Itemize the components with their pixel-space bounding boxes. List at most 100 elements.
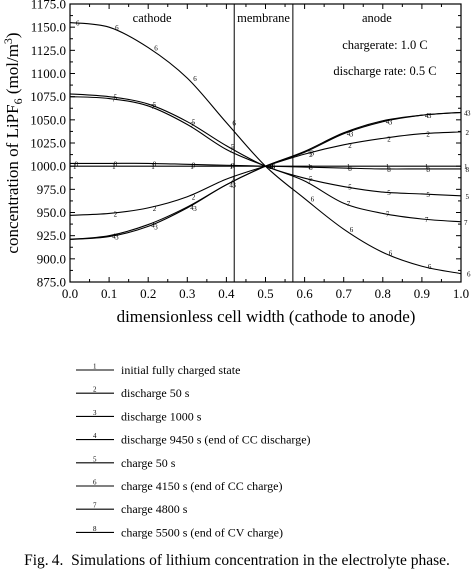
legend-marker: 6 [93, 479, 97, 487]
caption-prefix: Fig. [24, 552, 49, 569]
legend-item-7: 7 charge 4800 s [76, 502, 188, 516]
series-point-8: 8 [231, 162, 235, 170]
series-point-1: 1 [229, 163, 233, 171]
series-point-1: 1 [151, 163, 155, 171]
labels-layer: cathode membrane anode chargerate: 1.0 C dis… [133, 11, 437, 78]
series-point-4: 4 [386, 118, 390, 126]
series-point-4: 4 [347, 130, 351, 138]
legend-label: charge 5500 s (end of CV charge) [121, 525, 283, 539]
series-line-2 [69, 131, 462, 216]
series-point-2: 2 [466, 129, 470, 137]
y-axis-label-superscript: 3 [1, 38, 15, 44]
series-line-7 [69, 96, 462, 223]
y-tick-label: 900.0 [37, 251, 66, 266]
legend: 1 initial fully charged state 2 discharge 5… [76, 363, 311, 539]
series-point-6: 6 [350, 226, 354, 234]
y-axis-label-main: concentration of LiPF [3, 104, 22, 253]
series-point-2: 2 [387, 135, 391, 143]
series-point-4: 4 [269, 163, 273, 171]
series-point-6: 6 [115, 24, 119, 32]
series-point-2: 2 [270, 163, 274, 171]
series-point-7: 7 [425, 216, 429, 224]
series-7: 7 7 7 7 7 7 7 7 7 7 [69, 96, 468, 227]
series-point-7: 7 [190, 121, 194, 129]
series-line-3 [69, 111, 462, 240]
series-point-1: 1 [347, 163, 351, 171]
series-point-8: 8 [75, 160, 79, 168]
legend-label: charge 4150 s (end of CC charge) [121, 479, 283, 493]
legend-item-6: 6 charge 4150 s (end of CC charge) [76, 479, 283, 493]
region-label-anode: anode [362, 11, 392, 25]
x-tick-label: 1.0 [453, 286, 469, 301]
series-point-8: 8 [348, 165, 352, 173]
y-tick-label: 975.0 [37, 182, 66, 197]
series-point-7: 7 [112, 96, 116, 104]
y-tick-label: 925.0 [37, 228, 66, 243]
x-tick-label: 0.6 [296, 286, 313, 301]
x-tick-label: 0.8 [375, 286, 391, 301]
x-tick-label: 0.7 [336, 286, 353, 301]
y-tick-label: 1050.0 [30, 112, 66, 127]
y-tick-label: 1150.0 [31, 20, 66, 35]
series-point-7: 7 [386, 210, 390, 218]
legend-marker: 1 [93, 363, 97, 371]
series-2: 2 2 2 2 2 2 2 2 2 2 [69, 129, 470, 218]
series-point-5: 5 [309, 175, 313, 183]
legend-marker: 3 [93, 409, 97, 417]
series-point-7: 7 [464, 219, 468, 227]
series-point-4: 4 [308, 148, 312, 156]
series-point-8: 8 [192, 161, 196, 169]
legend-label: discharge 9450 s (end of CC discharge) [121, 433, 311, 447]
caption-text: Simulations of lithium concentration in … [71, 552, 450, 569]
legend-marker: 2 [93, 386, 97, 394]
series-point-1: 1 [464, 163, 468, 171]
series-5: 5 5 5 5 5 5 5 5 5 5 [69, 93, 470, 201]
series-point-6: 6 [76, 20, 80, 28]
series-point-6: 6 [311, 196, 315, 204]
region-label-membrane: membrane [237, 11, 290, 25]
series-point-4: 4 [425, 112, 429, 120]
series-point-3: 3 [467, 109, 471, 117]
legend-marker: 7 [93, 502, 97, 510]
y-tick-label: 950.0 [37, 205, 66, 220]
series-point-1: 1 [269, 163, 273, 171]
y-tick-label: 1025.0 [30, 136, 66, 151]
series-point-6: 6 [193, 75, 197, 83]
figure-caption: Fig. 4. Simulations of lithium concentra… [0, 552, 474, 570]
series-point-5: 5 [192, 119, 196, 127]
series-point-3: 3 [154, 223, 158, 231]
x-tick-label: 0.0 [62, 286, 78, 301]
series-point-3: 3 [389, 119, 393, 127]
series-point-6: 6 [232, 120, 236, 128]
series-point-2: 2 [153, 205, 157, 213]
y-axis-label-close: ) [3, 32, 22, 38]
series-point-8: 8 [270, 163, 274, 171]
legend-label: charge 50 s [121, 456, 176, 470]
series-point-5: 5 [231, 143, 235, 151]
series-point-1: 1 [190, 163, 194, 171]
series-point-6: 6 [389, 249, 393, 257]
y-tick-label: 1175.0 [31, 0, 66, 12]
series-point-3: 3 [350, 131, 354, 139]
series-point-5: 5 [153, 101, 157, 109]
legend-item-4: 4 discharge 9450 s (end of CC discharge) [76, 432, 311, 447]
series-point-7: 7 [308, 178, 312, 186]
legend-item-8: 8 charge 5500 s (end of CV charge) [76, 525, 283, 539]
legend-label: charge 4800 s [121, 502, 188, 516]
series-point-6: 6 [154, 45, 158, 53]
x-tick-label: 0.5 [257, 286, 273, 301]
y-axis-label-subscript: 6 [11, 98, 25, 104]
series-8: 8 8 8 8 8 8 8 8 8 8 8 [70, 160, 470, 174]
series-point-3: 3 [232, 182, 236, 190]
x-tick-label: 0.4 [218, 286, 235, 301]
series-line-4 [69, 111, 462, 240]
series-point-2: 2 [348, 142, 352, 150]
series-point-4: 4 [112, 233, 116, 241]
axis-ticks: 875.0 900.0 925.0 950.0 975.0 1000.0 1025.0 105… [30, 0, 469, 301]
series-point-3: 3 [115, 234, 119, 242]
y-axis-label: concentration of LiPF6 (mol/m3) [1, 32, 25, 253]
series-point-7: 7 [269, 163, 273, 171]
